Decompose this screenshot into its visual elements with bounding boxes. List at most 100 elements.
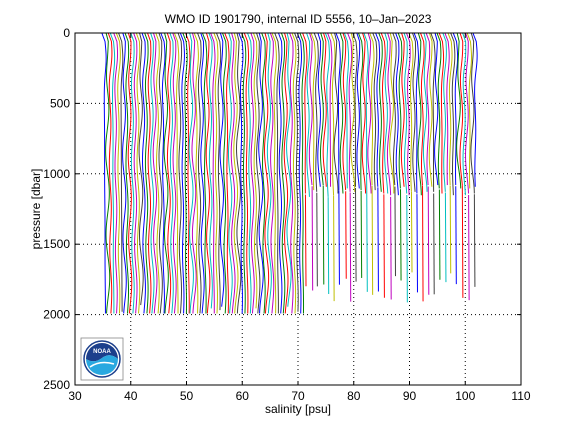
profile-line xyxy=(191,33,197,314)
profile-tail xyxy=(455,186,457,285)
profile-line xyxy=(118,33,124,312)
x-tick-label: 110 xyxy=(511,389,530,403)
profile-line xyxy=(428,33,433,187)
profile-tail xyxy=(349,192,352,302)
profile-line xyxy=(434,33,439,186)
profile-line xyxy=(208,33,213,309)
profile-line xyxy=(172,33,177,314)
profile-line xyxy=(422,33,428,192)
profile-line xyxy=(380,33,386,194)
profile-line xyxy=(158,33,163,314)
profile-line xyxy=(302,33,308,194)
profile-line xyxy=(319,33,324,186)
profile-tail xyxy=(444,192,447,283)
profile-tail xyxy=(473,194,476,287)
profile-line xyxy=(266,33,272,314)
y-axis-label: pressure [dbar] xyxy=(29,169,43,250)
profile-line xyxy=(274,33,280,314)
profile-line xyxy=(101,33,107,314)
profile-line xyxy=(356,33,361,189)
profile-tail xyxy=(406,195,408,303)
profile-line xyxy=(258,33,264,314)
profile-line xyxy=(470,33,475,194)
profile-line xyxy=(141,33,146,314)
profile-line xyxy=(227,33,233,314)
x-tick-label: 100 xyxy=(455,389,475,403)
profile-line xyxy=(219,33,225,307)
profile-tail xyxy=(416,194,418,293)
profile-line xyxy=(462,33,467,196)
profile-line xyxy=(369,33,375,186)
profile-line xyxy=(386,33,392,196)
chart-title: WMO ID 1901790, internal ID 5556, 10–Jan… xyxy=(165,12,432,26)
profile-line xyxy=(472,33,478,187)
profile-line xyxy=(375,33,381,187)
profile-line xyxy=(400,33,405,187)
profile-line xyxy=(420,33,425,186)
profile-line xyxy=(283,33,289,314)
profile-line xyxy=(200,33,205,314)
profile-line xyxy=(124,33,130,314)
axis-ticks: 30 40 50 60 70 80 90 100 110 0 500 1000 1500 2000 2500 xyxy=(43,26,531,403)
profile-line xyxy=(107,33,113,314)
profile-line xyxy=(122,33,127,314)
profile-line xyxy=(408,33,414,192)
profile-line xyxy=(233,33,239,314)
profile-tail xyxy=(338,190,340,285)
profile-line xyxy=(444,33,450,186)
profile-line xyxy=(447,33,453,186)
profile-line xyxy=(361,33,367,194)
profile-line xyxy=(357,33,364,191)
profile-line xyxy=(367,33,372,194)
profile-line xyxy=(113,33,119,314)
profile-tail xyxy=(427,186,430,295)
profile-line xyxy=(306,33,311,197)
profile-line xyxy=(289,33,294,314)
profile-tail xyxy=(322,185,325,285)
profile-line xyxy=(412,33,417,192)
x-tick-label: 80 xyxy=(347,389,361,403)
profile-line xyxy=(425,33,431,186)
profile-line xyxy=(236,33,242,314)
profile-tail xyxy=(377,187,379,292)
profile-line xyxy=(452,33,459,186)
profile-line xyxy=(395,33,400,196)
profile-line xyxy=(250,33,255,314)
profile-line xyxy=(286,33,292,307)
x-tick-label: 40 xyxy=(124,389,138,403)
profile-line xyxy=(330,33,336,196)
profile-tail xyxy=(461,185,464,298)
x-axis-label: salinity [psu] xyxy=(265,402,331,416)
profile-line xyxy=(247,33,252,314)
y-tick-label: 1000 xyxy=(43,167,70,181)
profile-line xyxy=(378,33,383,192)
profile-line xyxy=(313,33,319,192)
profile-line xyxy=(384,33,389,194)
profile-line xyxy=(252,33,258,309)
profile-line xyxy=(163,33,169,314)
x-tick-label: 30 xyxy=(68,389,82,403)
profile-line xyxy=(147,33,152,314)
profile-line xyxy=(342,33,347,191)
profile-line xyxy=(193,33,199,314)
y-tick-label: 2500 xyxy=(43,378,70,392)
profile-line xyxy=(317,33,322,187)
y-tick-label: 1500 xyxy=(43,237,70,251)
profile-line xyxy=(205,33,211,314)
profile-line xyxy=(296,33,303,314)
profile-tail xyxy=(311,186,314,291)
profile-line xyxy=(335,33,341,191)
profile-line xyxy=(347,33,353,192)
profile-line xyxy=(135,33,141,314)
profile-line xyxy=(185,33,191,314)
profile-line xyxy=(202,33,208,314)
profile-tail xyxy=(304,194,307,287)
profile-tail xyxy=(383,194,385,298)
profile-line xyxy=(389,33,395,194)
profile-line xyxy=(109,33,116,314)
profile-line xyxy=(438,33,445,194)
profile-line xyxy=(222,33,227,314)
profile-tail xyxy=(371,185,374,295)
profile-line xyxy=(166,33,172,314)
